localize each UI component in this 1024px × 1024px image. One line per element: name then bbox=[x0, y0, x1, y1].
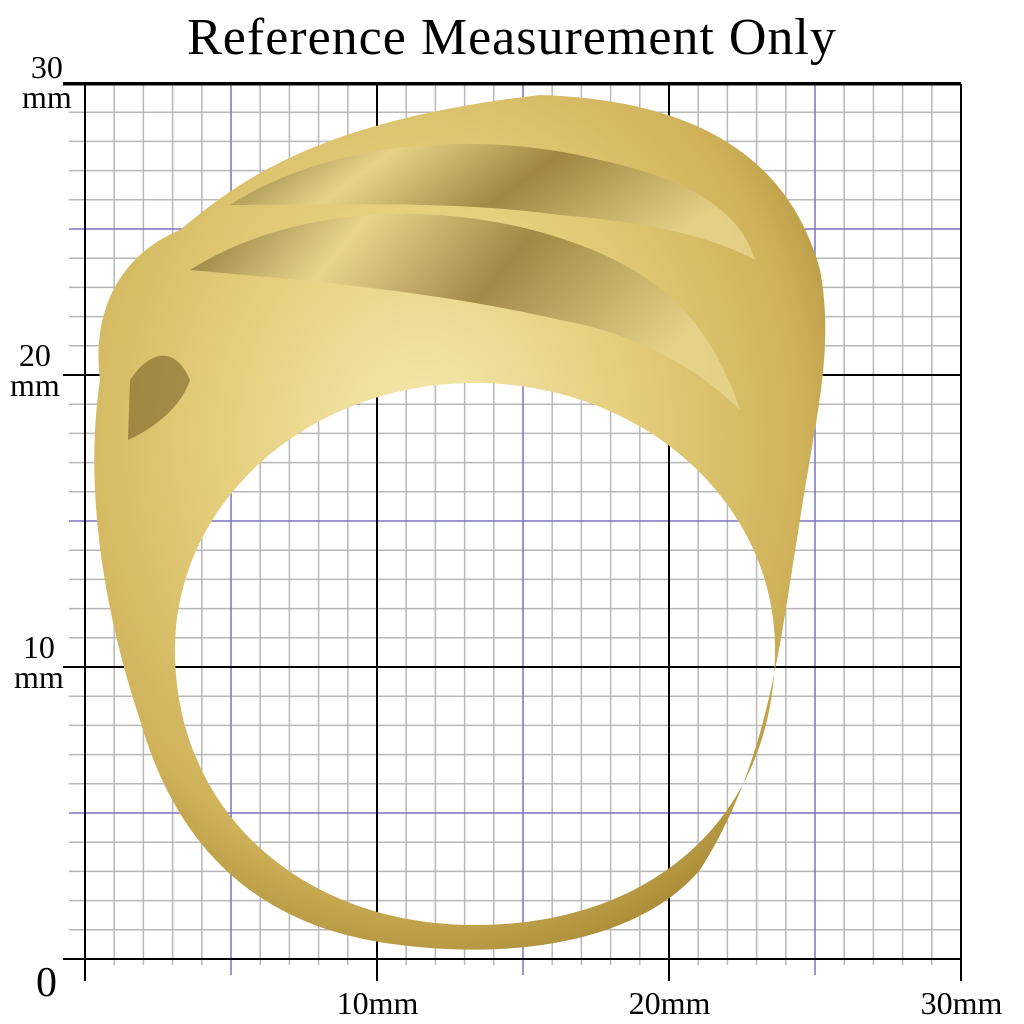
ring-ridge-front bbox=[190, 213, 740, 410]
ring-shadow-left bbox=[128, 355, 190, 440]
y-label-20: 20 mm bbox=[10, 337, 60, 403]
y-label-value: 30 bbox=[30, 49, 63, 85]
x-label-10: 10mm bbox=[336, 985, 419, 1021]
y-label-unit: mm bbox=[10, 367, 60, 403]
x-label-30: 30mm bbox=[920, 985, 1003, 1021]
y-label-30: 30 mm bbox=[22, 49, 72, 115]
ring-image bbox=[94, 95, 826, 950]
y-label-value: 10 bbox=[22, 629, 55, 665]
title: Reference Measurement Only bbox=[187, 9, 837, 66]
y-label-unit: mm bbox=[14, 659, 64, 695]
y-label-10: 10 mm bbox=[14, 629, 64, 695]
y-label-unit: mm bbox=[22, 79, 72, 115]
ring-ridge-back bbox=[230, 143, 755, 260]
y-label-value: 20 bbox=[18, 337, 51, 373]
x-label-20: 20mm bbox=[628, 985, 711, 1021]
y-label-0: 0 bbox=[36, 960, 57, 1006]
